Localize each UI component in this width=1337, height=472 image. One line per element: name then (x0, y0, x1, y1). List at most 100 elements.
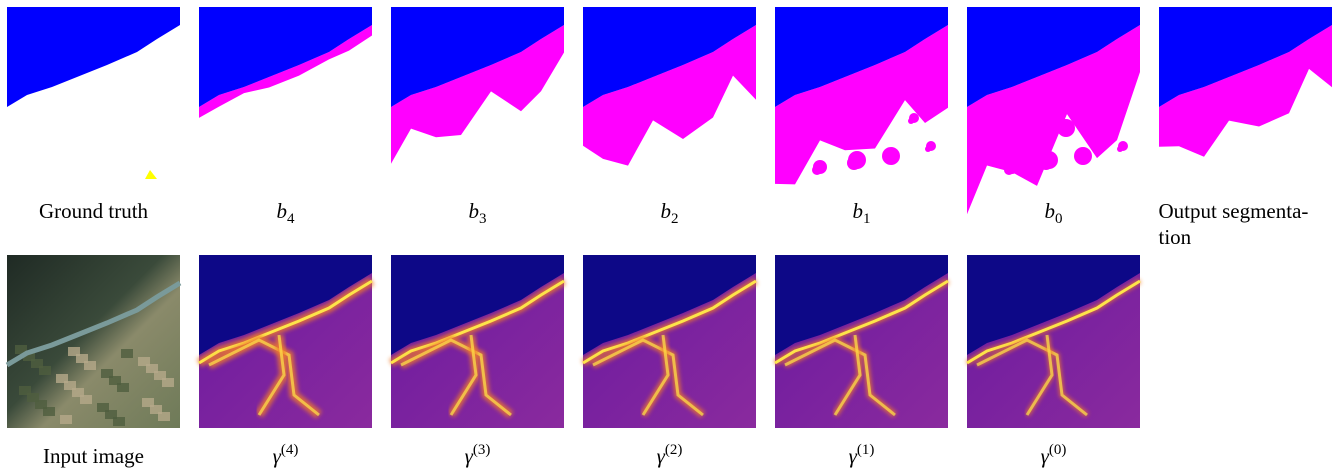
image-panel (7, 7, 180, 180)
magenta-region (391, 25, 564, 164)
field (121, 349, 133, 358)
heat-line (198, 279, 373, 365)
field (64, 381, 76, 390)
math-base: b (853, 199, 864, 223)
heat-line (257, 334, 286, 416)
math-base: γ (273, 444, 282, 468)
math-caption: γ(0) (1041, 442, 1067, 468)
math-caption: b0 (1045, 199, 1063, 227)
magenta-blob (1023, 123, 1041, 141)
math-sub: 3 (479, 211, 487, 227)
field (109, 376, 121, 385)
magenta-blob (874, 122, 880, 128)
magenta-blob (796, 132, 810, 146)
blue-region (199, 7, 372, 107)
math-caption: b3 (469, 199, 487, 227)
heat-line (976, 338, 1088, 417)
yellow-region (145, 170, 157, 179)
heat-line (641, 334, 670, 416)
magenta-blob (882, 147, 900, 165)
magenta-blob (909, 113, 919, 123)
field (35, 400, 47, 409)
satellite (7, 255, 180, 428)
image-panel (581, 255, 758, 428)
magenta-region (775, 25, 948, 185)
field (43, 407, 55, 416)
image-panel (196, 255, 375, 428)
blue-region (583, 7, 756, 107)
math-caption: b1 (853, 199, 871, 227)
math-base: b (277, 199, 288, 223)
navy-region (199, 255, 372, 355)
math-sub: 2 (671, 211, 679, 227)
magenta-blob (970, 169, 980, 179)
field (138, 357, 150, 366)
field (150, 405, 162, 414)
heat-line (784, 338, 896, 417)
magenta-blob (1066, 122, 1072, 128)
math-base: γ (465, 444, 474, 468)
magenta-blob (1118, 141, 1128, 151)
heat-line (390, 279, 565, 365)
heat-line (774, 279, 949, 365)
math-caption: γ(1) (849, 442, 875, 468)
magenta-blob (891, 150, 897, 156)
blue-region (967, 7, 1140, 107)
math-sup: (4) (281, 442, 299, 458)
math-caption: b2 (661, 199, 679, 227)
river (5, 280, 182, 368)
heat-line (592, 338, 704, 417)
caption: Ground truth (39, 199, 149, 223)
image-panel (388, 255, 567, 428)
math-caption: γ(3) (465, 442, 491, 468)
field (154, 371, 166, 380)
field (15, 345, 27, 354)
heat-line (208, 338, 320, 417)
magenta-blob (778, 169, 788, 179)
field (68, 347, 80, 356)
heat-line (400, 338, 512, 417)
magenta-blob (1040, 151, 1058, 169)
math-base: γ (657, 444, 666, 468)
field (117, 383, 129, 392)
magenta-blob (969, 114, 975, 120)
field (142, 398, 154, 407)
magenta-blob (1083, 150, 1089, 156)
field (162, 378, 174, 387)
magenta-blob (1074, 147, 1092, 165)
image-panel (583, 7, 756, 180)
navy-region (775, 255, 948, 355)
image-panel (773, 255, 950, 428)
navy-region (967, 255, 1140, 355)
magenta-blob (1101, 113, 1111, 123)
math-sub: 0 (1055, 211, 1063, 227)
field (146, 364, 158, 373)
image-panel (967, 7, 1140, 215)
caption-line: Output segmenta- (1159, 199, 1309, 223)
heat-line (1025, 334, 1054, 416)
magenta-blob (988, 132, 1002, 146)
math-caption: γ(4) (273, 442, 299, 468)
math-sup: (2) (665, 442, 683, 458)
math-sub: 1 (863, 211, 871, 227)
math-caption: b4 (277, 199, 296, 227)
heat-line (449, 334, 478, 416)
field (27, 393, 39, 402)
math-sup: (3) (473, 442, 491, 458)
image-panel (1159, 7, 1332, 180)
field (72, 388, 84, 397)
caption-line: tion (1159, 225, 1192, 249)
magenta-blob (926, 141, 936, 151)
math-base: b (661, 199, 672, 223)
field (97, 403, 109, 412)
image-panel (391, 7, 564, 180)
navy-region (583, 255, 756, 355)
blue-region (1159, 7, 1332, 107)
magenta-blob (831, 123, 849, 141)
blue-region (775, 7, 948, 107)
magenta-region (1159, 25, 1332, 157)
heat-line (833, 334, 862, 416)
field (105, 410, 117, 419)
math-caption: γ(2) (657, 442, 683, 468)
